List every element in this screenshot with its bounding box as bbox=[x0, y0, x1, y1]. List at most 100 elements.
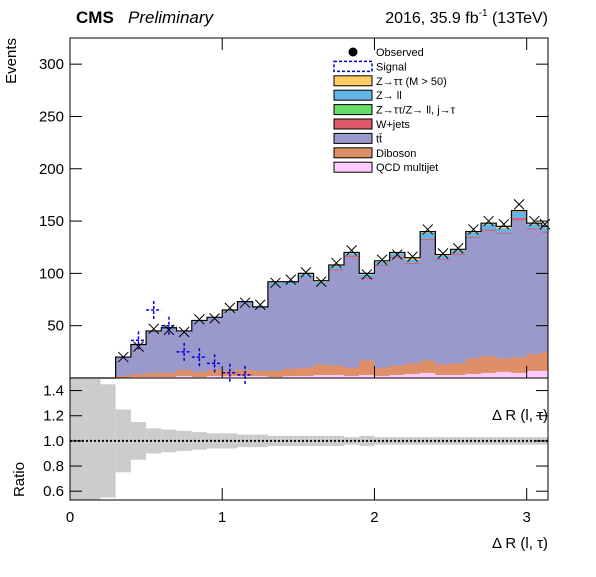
stack-segment bbox=[435, 258, 451, 260]
stack-segment bbox=[541, 370, 549, 379]
stack-segment bbox=[343, 255, 360, 257]
observed-marker bbox=[300, 266, 312, 278]
stack-segment bbox=[419, 232, 436, 240]
observed-marker bbox=[133, 341, 144, 352]
stack-segment bbox=[145, 330, 162, 373]
legend-label: Signal bbox=[376, 61, 407, 73]
stack-segment bbox=[526, 224, 543, 229]
observed-marker bbox=[163, 324, 175, 336]
y-tick-label: 300 bbox=[39, 56, 64, 73]
stack-segment bbox=[343, 256, 360, 368]
stack-segment bbox=[450, 253, 466, 255]
stack-segment bbox=[328, 265, 345, 270]
ratio-band-bin bbox=[176, 430, 192, 451]
observed-marker bbox=[178, 326, 190, 338]
legend-label: Z→ττ (M > 50) bbox=[376, 76, 447, 88]
stack-segment bbox=[511, 219, 527, 358]
observed-marker bbox=[376, 254, 388, 266]
ratio-band-bin bbox=[85, 378, 101, 500]
stack-segment bbox=[328, 269, 345, 271]
signal-marker bbox=[207, 354, 223, 373]
ratio-y-tick-label: 1.2 bbox=[43, 408, 64, 425]
stack-segment bbox=[374, 261, 390, 266]
observed-marker bbox=[254, 299, 266, 311]
ratio-y-tick-label: 0.8 bbox=[43, 458, 64, 475]
stack-segment bbox=[222, 310, 238, 313]
stack-segment bbox=[511, 217, 527, 221]
ratio-frame bbox=[69, 377, 549, 501]
stack-segment bbox=[404, 262, 421, 265]
ratio-band-bin bbox=[222, 433, 238, 449]
stack-segment bbox=[496, 371, 512, 379]
y-tick-label: 100 bbox=[39, 265, 64, 282]
legend-swatch bbox=[333, 132, 373, 144]
stack-segment bbox=[404, 363, 421, 374]
observed-marker bbox=[437, 248, 449, 259]
ratio-band-bin bbox=[252, 434, 268, 448]
stack-segment bbox=[343, 367, 360, 377]
stack-segment bbox=[435, 259, 451, 365]
signal-marker bbox=[191, 348, 208, 367]
stack-segment bbox=[496, 232, 512, 234]
stack-segment bbox=[359, 277, 375, 279]
stack-segment bbox=[176, 369, 192, 377]
stack-segment bbox=[313, 364, 329, 376]
signal-marker bbox=[222, 363, 238, 382]
observed-marker bbox=[422, 224, 434, 235]
ratio-band-bin bbox=[298, 435, 314, 446]
stack-segment bbox=[419, 238, 436, 241]
ratio-annotation: Δ R (l, τ) bbox=[492, 407, 548, 424]
stack-segment bbox=[511, 211, 527, 219]
lumi-tail: (13TeV) bbox=[488, 10, 548, 27]
legend-swatch bbox=[333, 60, 373, 73]
stack-segment bbox=[343, 253, 360, 256]
signal-marker bbox=[237, 365, 253, 384]
stack-segment bbox=[465, 373, 482, 379]
stack-segment bbox=[496, 228, 512, 233]
stack-segment bbox=[404, 373, 421, 379]
stack-segment bbox=[526, 370, 543, 379]
experiment: CMS bbox=[76, 8, 114, 27]
legend-label: W+jets bbox=[376, 119, 410, 131]
observed-marker bbox=[148, 323, 160, 335]
stack-segment bbox=[526, 229, 543, 355]
stack-segment bbox=[328, 365, 345, 376]
stack-segment bbox=[282, 283, 299, 369]
stack-segment bbox=[480, 230, 497, 357]
stack-segment bbox=[161, 328, 177, 373]
stack-segment bbox=[480, 355, 497, 373]
stack-segment bbox=[511, 372, 527, 379]
stack-segment bbox=[359, 278, 375, 361]
observed-marker bbox=[513, 198, 525, 210]
stack-segment bbox=[404, 259, 421, 264]
legend-label: Z→ττ/Z→ ll, j→τ bbox=[376, 105, 456, 117]
observed-marker bbox=[391, 249, 403, 260]
signal-marker bbox=[146, 301, 162, 319]
observed-marker bbox=[528, 215, 540, 227]
observed-marker bbox=[361, 269, 373, 280]
legend-label: Observed bbox=[376, 47, 424, 59]
stack-segment bbox=[404, 263, 421, 364]
stack-segment bbox=[267, 284, 284, 371]
x-tick-label: 0 bbox=[66, 509, 74, 526]
legend-swatch bbox=[333, 161, 373, 173]
stack-segment bbox=[252, 370, 269, 377]
stack-segment bbox=[298, 367, 314, 377]
stack-segment bbox=[465, 232, 482, 237]
stack-segment bbox=[298, 276, 314, 368]
observed-marker bbox=[270, 277, 281, 289]
ratio-band-bin bbox=[465, 437, 482, 445]
stack-segment bbox=[450, 363, 466, 376]
legend-swatch bbox=[333, 147, 373, 159]
lumi: 2016, 35.9 fb-1 (13TeV) bbox=[385, 8, 548, 27]
stack-segment bbox=[145, 372, 162, 378]
observed-marker bbox=[194, 314, 205, 325]
stack-segment bbox=[389, 256, 406, 258]
legend-swatch bbox=[333, 75, 373, 87]
y-tick-label: 200 bbox=[39, 161, 64, 178]
stack-segment bbox=[237, 302, 253, 370]
stack-segment bbox=[480, 224, 497, 230]
observed-marker bbox=[498, 218, 510, 230]
stack-segment bbox=[267, 370, 284, 378]
observed-marker bbox=[285, 274, 297, 286]
